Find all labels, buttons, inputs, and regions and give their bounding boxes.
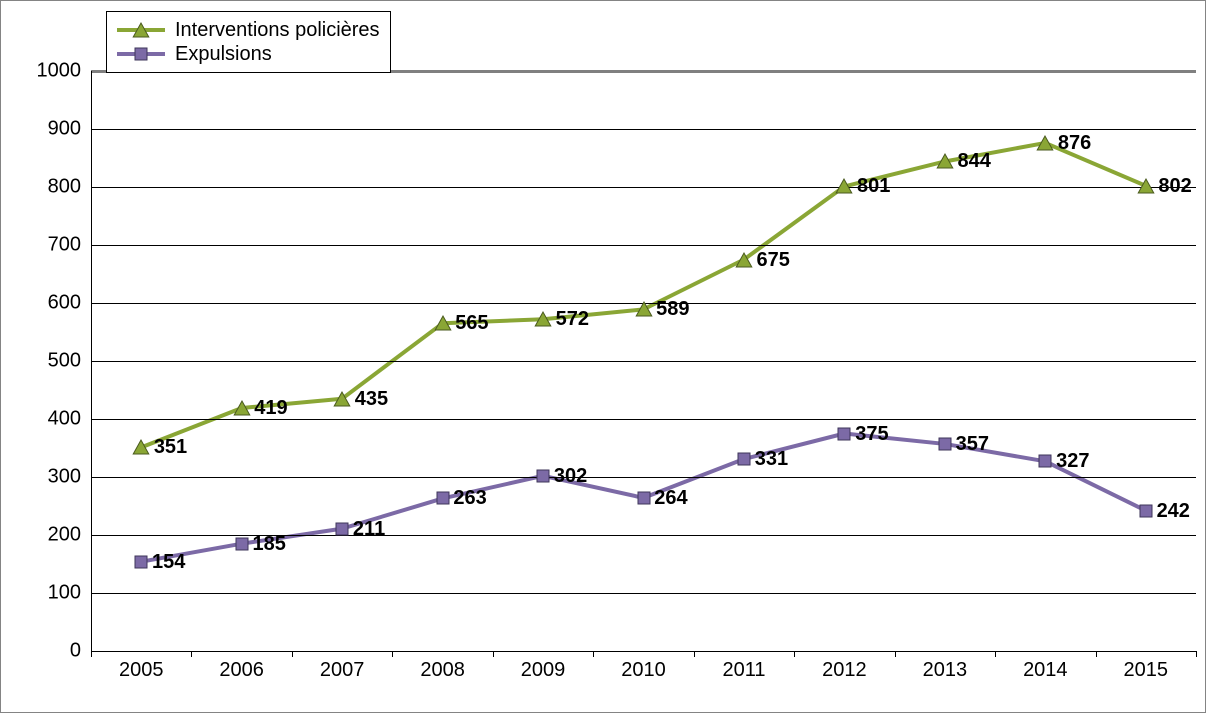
marker-interventions: [333, 390, 351, 408]
x-tick-mark: [91, 651, 92, 657]
data-label-interventions: 565: [455, 312, 488, 335]
marker-expulsions: [535, 468, 551, 484]
data-label-expulsions: 264: [654, 487, 687, 510]
series-line-interventions: [141, 143, 1146, 448]
data-label-interventions: 419: [254, 397, 287, 420]
y-tick-label: 800: [48, 176, 91, 199]
data-label-interventions: 876: [1058, 132, 1091, 155]
y-tick-label: 900: [48, 118, 91, 141]
x-tick-label: 2008: [420, 651, 465, 682]
data-label-expulsions: 357: [956, 433, 989, 456]
y-tick-label: 400: [48, 408, 91, 431]
gridline: [91, 593, 1196, 594]
x-tick-mark: [392, 651, 393, 657]
marker-expulsions: [1138, 503, 1154, 519]
data-label-expulsions: 185: [252, 533, 285, 556]
data-label-interventions: 801: [857, 175, 890, 198]
legend-swatch-expulsions: [117, 44, 165, 64]
x-tick-label: 2005: [119, 651, 164, 682]
legend-label-expulsions: Expulsions: [175, 43, 272, 66]
x-tick-label: 2010: [621, 651, 666, 682]
marker-expulsions: [133, 554, 149, 570]
y-tick-label: 1000: [37, 60, 92, 83]
y-tick-label: 200: [48, 524, 91, 547]
data-label-expulsions: 242: [1157, 500, 1190, 523]
legend-label-interventions: Interventions policières: [175, 19, 380, 42]
y-tick-label: 0: [70, 640, 91, 663]
chart-frame: 0 100 200 300 400 500 600 700 800 900 1000 2005 2006…: [0, 0, 1206, 713]
data-label-expulsions: 375: [855, 423, 888, 446]
marker-expulsions: [1037, 453, 1053, 469]
data-label-expulsions: 331: [755, 448, 788, 471]
marker-expulsions: [334, 521, 350, 537]
marker-interventions: [735, 251, 753, 269]
y-tick-label: 500: [48, 350, 91, 373]
x-tick-label: 2011: [722, 651, 765, 682]
y-tick-label: 700: [48, 234, 91, 257]
x-tick-label: 2006: [219, 651, 264, 682]
data-label-expulsions: 302: [554, 465, 587, 488]
marker-interventions: [835, 177, 853, 195]
data-label-interventions: 351: [154, 436, 187, 459]
x-tick-label: 2014: [1023, 651, 1068, 682]
marker-interventions: [233, 399, 251, 417]
data-label-interventions: 844: [957, 150, 990, 173]
x-tick-mark: [292, 651, 293, 657]
marker-interventions: [1137, 177, 1155, 195]
x-tick-mark: [493, 651, 494, 657]
gridline: [91, 361, 1196, 362]
x-tick-mark: [895, 651, 896, 657]
marker-interventions: [132, 438, 150, 456]
marker-expulsions: [435, 490, 451, 506]
data-label-expulsions: 263: [453, 487, 486, 510]
x-tick-label: 2013: [923, 651, 968, 682]
data-label-expulsions: 211: [353, 518, 385, 541]
x-tick-mark: [191, 651, 192, 657]
x-tick-label: 2009: [521, 651, 566, 682]
data-label-expulsions: 154: [152, 551, 185, 574]
y-tick-label: 600: [48, 292, 91, 315]
legend-item-expulsions: Expulsions: [117, 42, 380, 66]
x-tick-label: 2007: [320, 651, 365, 682]
marker-expulsions: [234, 536, 250, 552]
legend-swatch-interventions: [117, 20, 165, 40]
plot-area: 0100200300400500600700800900100020052006…: [91, 71, 1196, 651]
marker-interventions: [635, 300, 653, 318]
x-tick-mark: [794, 651, 795, 657]
marker-interventions: [434, 314, 452, 332]
data-label-interventions: 589: [656, 298, 689, 321]
data-label-interventions: 572: [556, 308, 589, 331]
marker-expulsions: [636, 490, 652, 506]
data-label-interventions: 802: [1158, 175, 1191, 198]
x-tick-mark: [593, 651, 594, 657]
x-tick-mark: [1096, 651, 1097, 657]
marker-expulsions: [736, 451, 752, 467]
legend: Interventions policièresExpulsions: [106, 11, 391, 73]
data-label-interventions: 435: [355, 388, 388, 411]
x-tick-label: 2015: [1124, 651, 1169, 682]
marker-interventions: [1036, 134, 1054, 152]
y-axis-line: [91, 71, 92, 651]
marker-interventions: [936, 152, 954, 170]
gridline: [91, 245, 1196, 246]
y-tick-label: 300: [48, 466, 91, 489]
marker-interventions: [534, 310, 552, 328]
data-label-expulsions: 327: [1056, 450, 1089, 473]
data-label-interventions: 675: [757, 249, 790, 272]
legend-item-interventions: Interventions policières: [117, 18, 380, 42]
gridline: [91, 129, 1196, 130]
gridline: [91, 477, 1196, 478]
marker-expulsions: [836, 426, 852, 442]
y-tick-label: 100: [48, 582, 91, 605]
x-tick-mark: [995, 651, 996, 657]
marker-expulsions: [937, 436, 953, 452]
gridline: [91, 187, 1196, 188]
x-tick-mark: [1196, 651, 1197, 657]
x-tick-mark: [694, 651, 695, 657]
x-tick-label: 2012: [822, 651, 867, 682]
